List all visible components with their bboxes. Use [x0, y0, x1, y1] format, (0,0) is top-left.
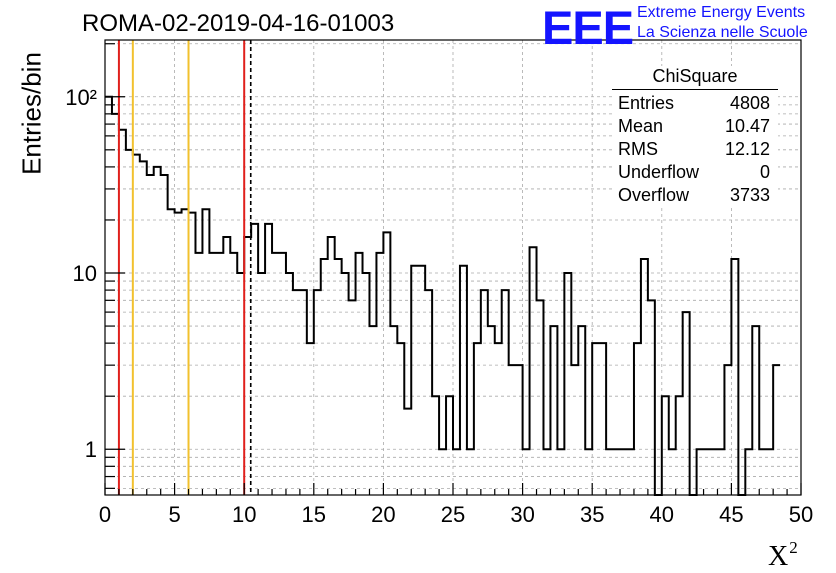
- x-tick-label: 50: [789, 502, 813, 527]
- x-tick-label: 35: [580, 502, 604, 527]
- y-tick-label: 10²: [65, 85, 97, 110]
- stats-row: Overflow 3733: [612, 184, 778, 207]
- logo-line-1: Extreme Energy Events: [637, 4, 806, 21]
- logo-line-2: La Scienza nelle Scuole: [637, 24, 808, 41]
- stats-label: Mean: [618, 116, 664, 136]
- x-axis-label-superscript: 2: [789, 538, 798, 557]
- cut-lines: [117, 40, 252, 495]
- stats-value: 10.47: [724, 116, 770, 136]
- stats-label: Underflow: [618, 162, 700, 182]
- x-tick-label: 45: [719, 502, 743, 527]
- stats-value: 4808: [729, 93, 770, 113]
- stats-value: 12.12: [724, 139, 770, 159]
- chart-title: ROMA-02-2019-04-16-01003: [82, 10, 395, 37]
- x-tick-label: 25: [441, 502, 465, 527]
- x-tick-label: 15: [302, 502, 326, 527]
- grid-lines: [105, 40, 801, 495]
- x-axis-label: X2: [768, 538, 798, 573]
- stats-value: 0: [759, 162, 770, 182]
- x-tick-label: 40: [650, 502, 674, 527]
- x-tick-label: 30: [510, 502, 534, 527]
- stats-label: Entries: [618, 93, 675, 113]
- stats-label: RMS: [618, 139, 658, 159]
- y-tick-label: 10: [73, 261, 97, 286]
- stats-row: Mean 10.47: [612, 115, 778, 138]
- stats-row: Entries 4808: [612, 92, 778, 115]
- y-axis-label: Entries/bin: [16, 52, 47, 175]
- stats-label: Overflow: [618, 185, 690, 205]
- stats-box: ChiSquare Entries 4808 Mean 10.47 RMS 12.12…: [612, 66, 778, 207]
- x-tick-label: 20: [371, 502, 395, 527]
- stats-row: RMS 12.12: [612, 138, 778, 161]
- x-tick-label: 5: [168, 502, 180, 527]
- stats-title: ChiSquare: [612, 66, 778, 90]
- x-tick-label: 0: [99, 502, 111, 527]
- x-axis-label-base: X: [768, 541, 789, 572]
- eee-logo: EEE: [542, 1, 634, 54]
- stats-row: Underflow 0: [612, 161, 778, 184]
- axis-ticks: 0 5 10 15 20 25 30 35 40 45 50 1 10 10²: [65, 43, 813, 527]
- x-tick-label: 10: [232, 502, 256, 527]
- y-tick-label: 1: [85, 437, 97, 462]
- stats-value: 3733: [729, 185, 770, 205]
